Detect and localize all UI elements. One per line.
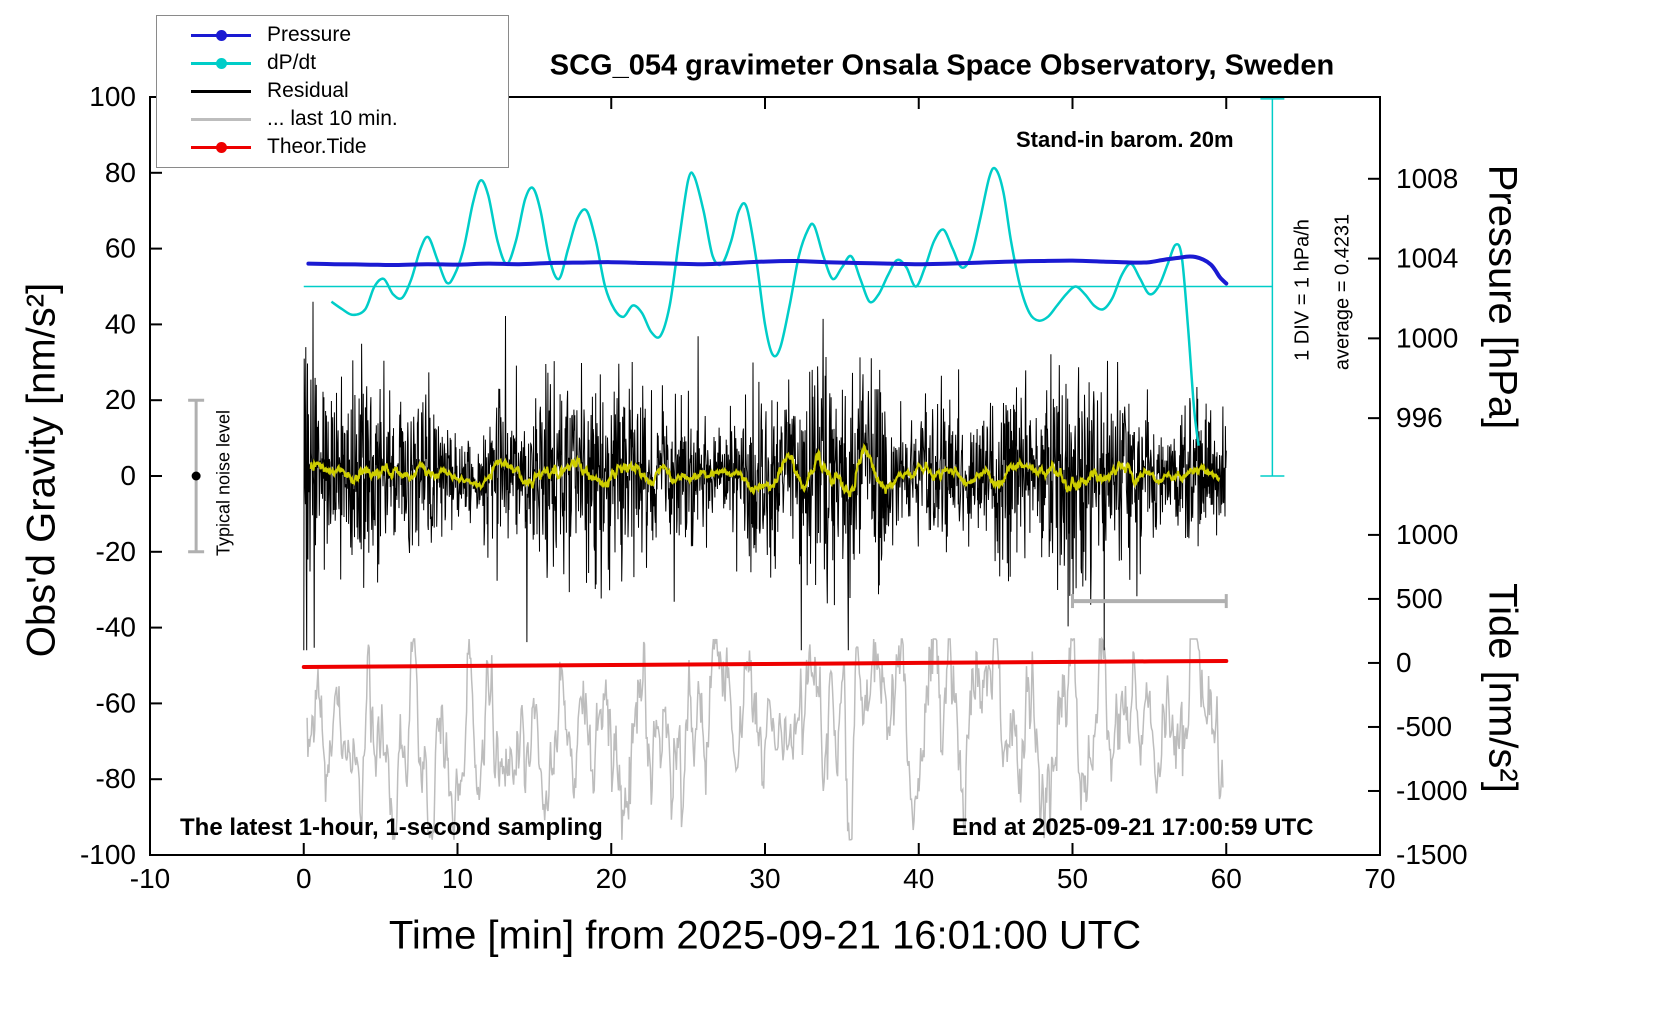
legend-label: dP/dt	[267, 51, 317, 74]
noise-level-label: Typical noise level	[213, 409, 234, 557]
x-tick-label: 70	[1364, 863, 1395, 894]
legend-label: Residual	[267, 79, 349, 102]
y-axis-label-pressure: Pressure [hPa]	[1480, 164, 1525, 430]
legend-item-theor-tide: Theor.Tide	[157, 133, 508, 161]
pressure-series	[306, 254, 1229, 286]
left-tick-label: 40	[105, 308, 136, 339]
pressure-tick-label: 1008	[1396, 163, 1458, 194]
tide-line-marker-icon	[191, 141, 251, 153]
pressure-line-marker-icon	[191, 29, 251, 41]
left-tick-label: 0	[120, 460, 136, 491]
pressure-tick-label: 996	[1396, 402, 1443, 433]
div-scale-note: 1 DIV = 1 hPa/h	[1291, 219, 1314, 361]
tide-tick-label: 500	[1396, 583, 1443, 614]
x-tick-label: 30	[749, 863, 780, 894]
noise-level-dot	[191, 471, 201, 481]
residual-line-marker-icon	[191, 86, 251, 97]
y-axis-label-gravity: Obs'd Gravity [nm/s²]	[19, 282, 64, 658]
left-tick-label: -40	[96, 612, 136, 643]
legend-label: Theor.Tide	[267, 135, 367, 158]
left-tick-label: 20	[105, 384, 136, 415]
x-tick-label: -10	[130, 863, 170, 894]
pressure-tick-label: 1000	[1396, 322, 1458, 353]
left-tick-label: -60	[96, 687, 136, 718]
sampling-note: The latest 1-hour, 1-second sampling	[180, 814, 603, 841]
legend-item-dpdt: dP/dt	[157, 49, 508, 77]
legend-item-pressure: Pressure	[157, 21, 508, 49]
last10-series	[306, 636, 1224, 841]
average-note: average = 0.4231	[1331, 213, 1354, 371]
barometer-note: Stand-in barom. 20m	[1016, 127, 1234, 152]
x-tick-label: 0	[296, 863, 312, 894]
left-tick-label: -80	[96, 763, 136, 794]
tide-tick-label: -1500	[1396, 839, 1468, 870]
x-tick-label: 10	[442, 863, 473, 894]
x-axis-label: Time [min] from 2025-09-21 16:01:00 UTC	[388, 913, 1142, 958]
last10-line-marker-icon	[191, 114, 251, 125]
y-axis-label-tide: Tide [nm/s²]	[1480, 583, 1525, 793]
end-time-note: End at 2025-09-21 17:00:59 UTC	[952, 814, 1314, 841]
left-tick-label: -100	[80, 839, 136, 870]
left-tick-label: 100	[89, 81, 136, 112]
pressure-tick-label: 1004	[1396, 243, 1458, 274]
dpdt-line-marker-icon	[191, 57, 251, 69]
tide-series	[301, 659, 1229, 669]
legend-item-last10: ... last 10 min.	[157, 105, 508, 133]
left-tick-label: -20	[96, 536, 136, 567]
x-tick-label: 40	[903, 863, 934, 894]
legend-item-residual: Residual	[157, 77, 508, 105]
residual-smoothed-series	[309, 442, 1221, 498]
x-tick-label: 20	[596, 863, 627, 894]
x-tick-label: 60	[1211, 863, 1242, 894]
chart-title: SCG_054 gravimeter Onsala Space Observat…	[549, 49, 1335, 82]
tide-tick-label: 0	[1396, 647, 1412, 678]
legend-label: Pressure	[267, 23, 352, 46]
left-tick-label: 60	[105, 233, 136, 264]
dpdt-series	[330, 166, 1200, 446]
x-tick-label: 50	[1057, 863, 1088, 894]
left-tick-label: 80	[105, 157, 136, 188]
tide-tick-label: -500	[1396, 711, 1452, 742]
residual-series	[303, 301, 1227, 651]
tide-tick-label: 1000	[1396, 519, 1458, 550]
legend-label: ... last 10 min.	[267, 107, 398, 130]
legend: Pressure dP/dt Residual ... last 10 min.…	[156, 15, 509, 168]
tide-tick-label: -1000	[1396, 775, 1468, 806]
